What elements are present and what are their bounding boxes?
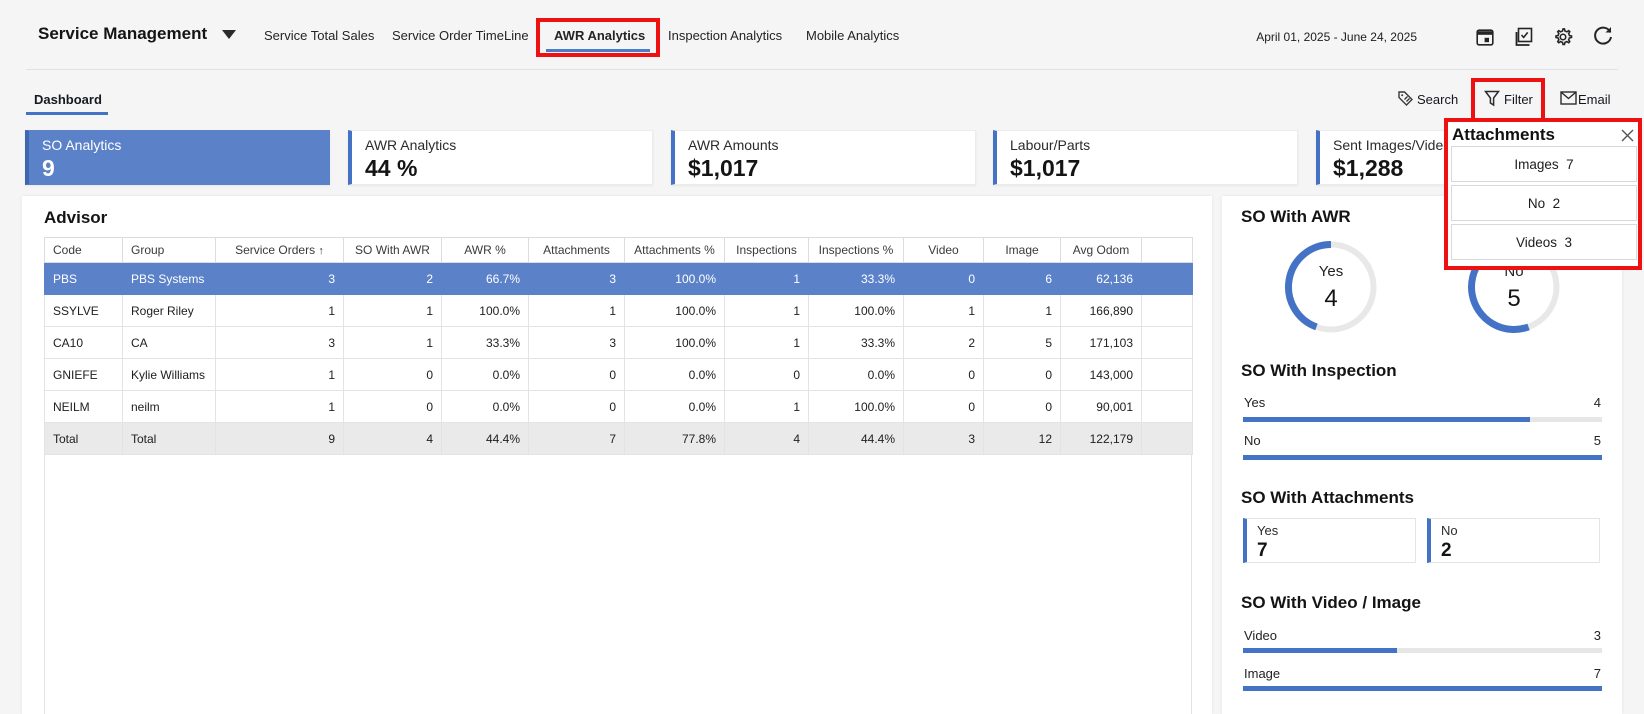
svg-text:5: 5 [1507,285,1520,312]
svg-text:4: 4 [1324,285,1337,312]
svg-text:Yes: Yes [1319,263,1343,280]
